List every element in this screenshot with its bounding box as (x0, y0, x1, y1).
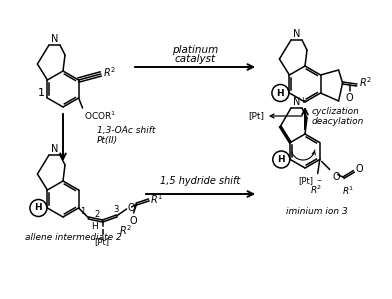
Text: $^-$: $^-$ (315, 176, 322, 185)
Text: O: O (127, 203, 135, 213)
Text: $3$: $3$ (113, 203, 120, 214)
Text: $R^2$: $R^2$ (119, 223, 132, 237)
Text: H: H (278, 155, 285, 164)
Circle shape (30, 199, 47, 216)
Text: platinum: platinum (172, 45, 218, 55)
Text: deacylation: deacylation (312, 117, 365, 126)
Text: H: H (34, 204, 42, 213)
Text: [Pt]: [Pt] (298, 176, 313, 185)
Text: allene intermediate 2: allene intermediate 2 (25, 233, 122, 242)
Text: H: H (92, 222, 98, 231)
Text: iminium ion 3: iminium ion 3 (286, 207, 348, 216)
Text: O: O (346, 93, 354, 103)
Text: [Pt]: [Pt] (248, 112, 264, 120)
Circle shape (273, 151, 290, 168)
Text: $R^1$: $R^1$ (150, 192, 163, 206)
Text: 1,3-OAc shift: 1,3-OAc shift (97, 126, 155, 135)
Text: $1$: $1$ (37, 86, 45, 98)
Text: Pt(II): Pt(II) (97, 137, 118, 146)
Text: O: O (356, 164, 363, 175)
Text: $R^1$: $R^1$ (341, 184, 354, 197)
Text: [Pt]: [Pt] (94, 237, 109, 246)
Text: N: N (293, 29, 300, 39)
Text: +: + (299, 96, 306, 105)
Text: cyclization: cyclization (312, 106, 360, 115)
Text: $1$: $1$ (80, 205, 87, 216)
Text: O: O (333, 173, 340, 182)
Text: O: O (130, 216, 138, 226)
Text: $R^2$: $R^2$ (103, 65, 116, 79)
Text: $2$: $2$ (94, 208, 101, 219)
Text: N: N (293, 97, 300, 107)
Text: N: N (51, 144, 58, 154)
Text: 1,5 hydride shift: 1,5 hydride shift (160, 176, 240, 186)
Circle shape (272, 85, 289, 101)
Text: OCOR$^1$: OCOR$^1$ (83, 110, 116, 122)
Text: $R^2$: $R^2$ (359, 75, 372, 89)
Text: N: N (51, 34, 58, 44)
Text: $R^2$: $R^2$ (310, 184, 322, 196)
Text: catalyst: catalyst (174, 54, 216, 64)
Text: H: H (277, 89, 284, 97)
